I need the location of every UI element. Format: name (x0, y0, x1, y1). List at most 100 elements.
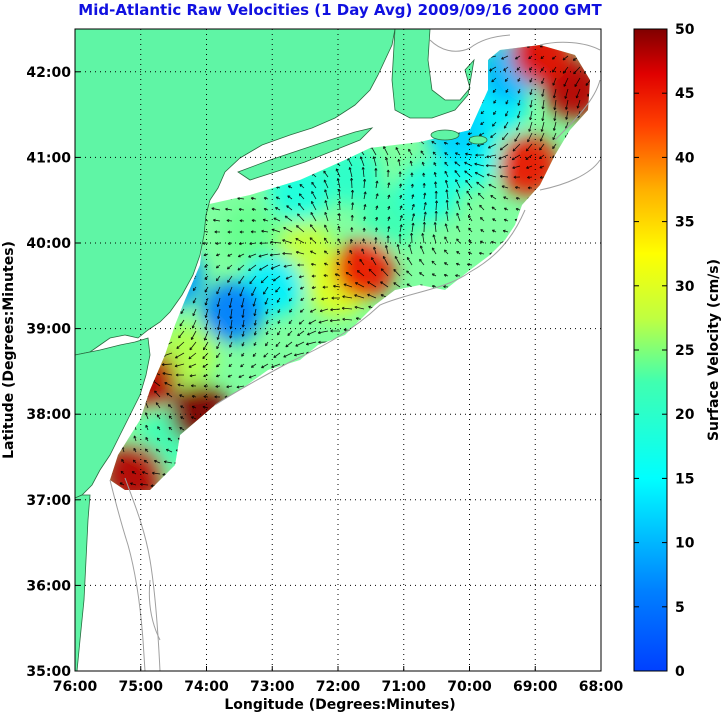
vector-head (319, 310, 323, 313)
vector-head (396, 244, 399, 247)
velocity-vector (516, 121, 521, 131)
velocity-vector (330, 319, 341, 322)
velocity-vector (205, 297, 209, 306)
vector-head (238, 282, 242, 284)
vector-head (431, 261, 434, 264)
velocity-vector (542, 99, 545, 110)
vector-head (455, 275, 458, 278)
velocity-vector (456, 212, 461, 222)
velocity-vector (423, 211, 426, 222)
vector-head (512, 149, 516, 152)
vector-head (242, 334, 245, 337)
vector-head (422, 182, 425, 186)
velocity-vector (542, 110, 545, 121)
vector-head (226, 220, 230, 223)
vector-head (374, 168, 377, 171)
vector-head (542, 94, 545, 97)
velocity-vector (179, 427, 185, 431)
velocity-vector (236, 385, 245, 388)
vector-head (211, 208, 214, 211)
velocity-vector (202, 363, 209, 368)
vector-head (386, 235, 389, 238)
vector-head (385, 157, 387, 161)
vector-head (144, 448, 147, 452)
vector-head (342, 318, 345, 321)
velocity-vector (503, 66, 509, 71)
velocity-vector (431, 247, 437, 255)
velocity-vector (456, 238, 461, 244)
vector-head (410, 183, 413, 187)
velocity-vector (385, 157, 389, 167)
vector-head (334, 273, 338, 277)
vector-head (541, 69, 544, 72)
velocity-vector (202, 352, 209, 359)
velocity-vector (133, 435, 137, 442)
velocity-vector (387, 226, 390, 233)
vector-head (337, 200, 340, 204)
velocity-vector (514, 132, 521, 142)
velocity-vector (249, 242, 257, 245)
vector-head (299, 276, 302, 279)
velocity-vector (174, 363, 185, 367)
velocity-vector (419, 258, 425, 266)
velocity-vector (511, 154, 521, 161)
velocity-vector (216, 341, 221, 349)
velocity-vector (176, 341, 185, 349)
vector-head (350, 177, 352, 181)
vector-head (398, 233, 401, 237)
velocity-vector (585, 77, 590, 86)
vector-head (336, 262, 338, 265)
velocity-vector (554, 99, 557, 110)
vector-head (355, 317, 359, 321)
vector-head (361, 167, 364, 170)
vector-head (253, 343, 257, 346)
vector-head (289, 299, 292, 302)
velocity-vector (565, 110, 569, 120)
velocity-vector (373, 156, 377, 167)
vector-head (552, 137, 556, 141)
velocity-vector (517, 110, 521, 119)
velocity-vector (539, 154, 545, 160)
velocity-vector (491, 77, 497, 83)
vector-head (576, 96, 579, 99)
vector-head (502, 230, 506, 233)
vector-head (253, 304, 256, 307)
velocity-vector (490, 195, 497, 200)
vector-head (444, 152, 447, 156)
velocity-vector (406, 270, 413, 277)
velocity-vector (480, 217, 485, 222)
vector-head (299, 184, 302, 187)
velocity-vector (467, 202, 473, 211)
velocity-vector (226, 220, 233, 222)
vector-head (329, 320, 333, 323)
velocity-vector (276, 297, 281, 303)
velocity-vector (211, 207, 221, 211)
velocity-vector (335, 168, 341, 178)
velocity-vector (338, 189, 341, 200)
velocity-vector (342, 318, 353, 321)
velocity-vector (264, 297, 269, 305)
vector-head (249, 243, 253, 246)
vector-head (399, 215, 403, 218)
vector-head (265, 302, 268, 305)
velocity-vector (361, 248, 365, 255)
vector-head (387, 226, 390, 229)
velocity-vector (179, 319, 185, 327)
vector-head (337, 226, 339, 229)
vector-head (485, 165, 489, 168)
vector-head (330, 309, 333, 312)
vector-head (527, 177, 530, 179)
vector-head (515, 186, 518, 190)
velocity-vector (205, 308, 209, 318)
velocity-vector (270, 264, 281, 269)
vector-head (518, 91, 521, 94)
vector-head (283, 266, 287, 268)
vector-head (368, 306, 371, 309)
velocity-vector (189, 341, 197, 351)
velocity-vector (563, 77, 569, 87)
vector-head (406, 270, 408, 274)
vector-head (277, 300, 280, 303)
vector-head (254, 333, 257, 336)
vector-head (251, 219, 255, 223)
velocity-vector (177, 384, 185, 387)
